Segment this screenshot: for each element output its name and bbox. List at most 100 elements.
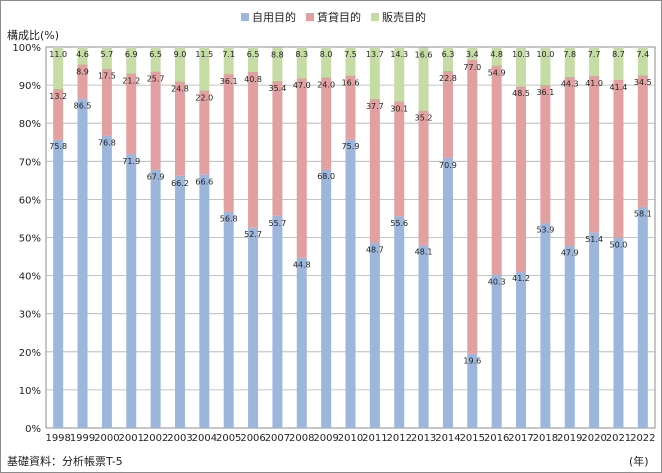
bar-segment-1 — [613, 237, 624, 428]
y-tick-label: 30% — [19, 310, 41, 321]
data-label: 6.5 — [149, 50, 162, 59]
bar-segment-2 — [369, 98, 380, 243]
bar-segment-3 — [516, 47, 527, 87]
legend-label: 賃貸目的 — [317, 11, 361, 24]
data-label: 19.6 — [463, 356, 481, 365]
legend-swatch — [371, 13, 379, 21]
x-tick-label: 2018 — [533, 433, 558, 444]
bar-segment-2 — [272, 80, 283, 216]
data-label: 54.9 — [488, 68, 506, 77]
bar-segment-3 — [613, 47, 624, 80]
bar-segment-3 — [369, 47, 380, 99]
x-tick-label: 2009 — [313, 433, 338, 444]
data-label: 55.7 — [269, 219, 287, 228]
bar-segment-1 — [150, 169, 161, 428]
data-label: 48.1 — [415, 248, 433, 257]
x-tick-label: 2011 — [362, 433, 387, 444]
y-tick-label: 40% — [19, 272, 41, 283]
x-tick-label: 1998 — [45, 433, 70, 444]
bar-segment-3 — [199, 47, 210, 91]
data-label: 41.2 — [512, 274, 530, 283]
bar-segment-2 — [540, 85, 551, 223]
data-label: 40.8 — [244, 75, 262, 84]
x-tick-label: 2002 — [143, 433, 168, 444]
bar-segment-1 — [589, 232, 600, 428]
bar-segment-2 — [101, 68, 112, 136]
bar-segment-2 — [613, 79, 624, 238]
bar-segment-3 — [467, 47, 478, 60]
data-label: 37.7 — [366, 102, 384, 111]
x-axis-unit: (年) — [629, 455, 649, 468]
y-tick-label: 0% — [25, 424, 41, 435]
data-label: 36.1 — [536, 88, 554, 97]
data-label: 86.5 — [74, 101, 92, 110]
bar-segment-3 — [394, 47, 405, 102]
data-label: 56.8 — [220, 215, 238, 224]
data-label: 77.0 — [463, 63, 481, 72]
bar-segment-1 — [248, 227, 259, 428]
bar-segment-1 — [272, 215, 283, 428]
data-label: 53.9 — [536, 226, 554, 235]
data-label: 41.0 — [585, 79, 603, 88]
bar-segment-1 — [491, 274, 502, 428]
bar-segment-3 — [174, 47, 185, 82]
bar-segment-3 — [53, 47, 64, 89]
y-tick-label: 50% — [19, 234, 41, 245]
legend: 自用目的 賃貸目的 販売目的 — [241, 9, 426, 25]
data-label: 70.9 — [439, 161, 457, 170]
data-label: 52.7 — [244, 230, 262, 239]
data-label: 4.6 — [76, 50, 89, 59]
data-label: 44.3 — [561, 80, 579, 89]
bar-segment-3 — [418, 47, 429, 111]
x-tick-label: 2012 — [386, 433, 411, 444]
x-tick-label: 2016 — [484, 433, 509, 444]
data-label: 55.6 — [390, 219, 408, 228]
legend-swatch — [306, 13, 314, 21]
bar-segment-1 — [296, 257, 307, 428]
y-tick-label: 100% — [12, 43, 41, 54]
bar-segment-3 — [248, 47, 259, 72]
y-tick-label: 70% — [19, 157, 41, 168]
bar-segment-2 — [589, 75, 600, 233]
bar-segment-1 — [418, 244, 429, 428]
bar-segment-1 — [442, 157, 453, 428]
x-tick-label: 2019 — [557, 433, 582, 444]
bar-segment-3 — [223, 47, 234, 75]
data-label: 71.9 — [122, 157, 140, 166]
bar-segment-1 — [126, 154, 137, 428]
data-label: 35.2 — [415, 114, 433, 123]
x-tick-label: 2000 — [94, 433, 119, 444]
data-label: 34.5 — [634, 78, 652, 87]
bar-segment-3 — [77, 47, 88, 65]
data-label: 7.1 — [222, 50, 235, 59]
data-label: 58.1 — [634, 210, 652, 219]
bar-segment-3 — [564, 47, 575, 77]
bar-segment-3 — [345, 47, 356, 76]
data-label: 7.7 — [588, 50, 601, 59]
data-label: 6.3 — [442, 50, 455, 59]
data-label: 16.6 — [342, 79, 360, 88]
bar-segment-2 — [345, 75, 356, 139]
data-label: 35.4 — [269, 84, 287, 93]
bar-segment-2 — [516, 86, 527, 272]
bar-segment-2 — [199, 90, 210, 175]
y-tick-label: 60% — [19, 195, 41, 206]
bar-segment-2 — [394, 101, 405, 217]
data-label: 7.5 — [344, 50, 357, 59]
bar-segment-3 — [589, 47, 600, 76]
x-tick-label: 2005 — [216, 433, 241, 444]
bar-segment-1 — [394, 216, 405, 428]
bar-segment-1 — [77, 98, 88, 428]
data-label: 17.5 — [98, 72, 116, 81]
x-tick-label: 2015 — [460, 433, 485, 444]
y-tick-label: 90% — [19, 81, 41, 92]
data-label: 14.3 — [390, 50, 408, 59]
bar-segment-2 — [418, 110, 429, 245]
bar-segment-1 — [467, 353, 478, 428]
bar-segment-1 — [321, 168, 332, 429]
data-label: 75.8 — [49, 142, 67, 151]
data-label: 47.0 — [293, 81, 311, 90]
legend-item: 自用目的 — [241, 9, 296, 25]
bar-segment-1 — [564, 245, 575, 428]
data-label: 41.4 — [610, 83, 628, 92]
